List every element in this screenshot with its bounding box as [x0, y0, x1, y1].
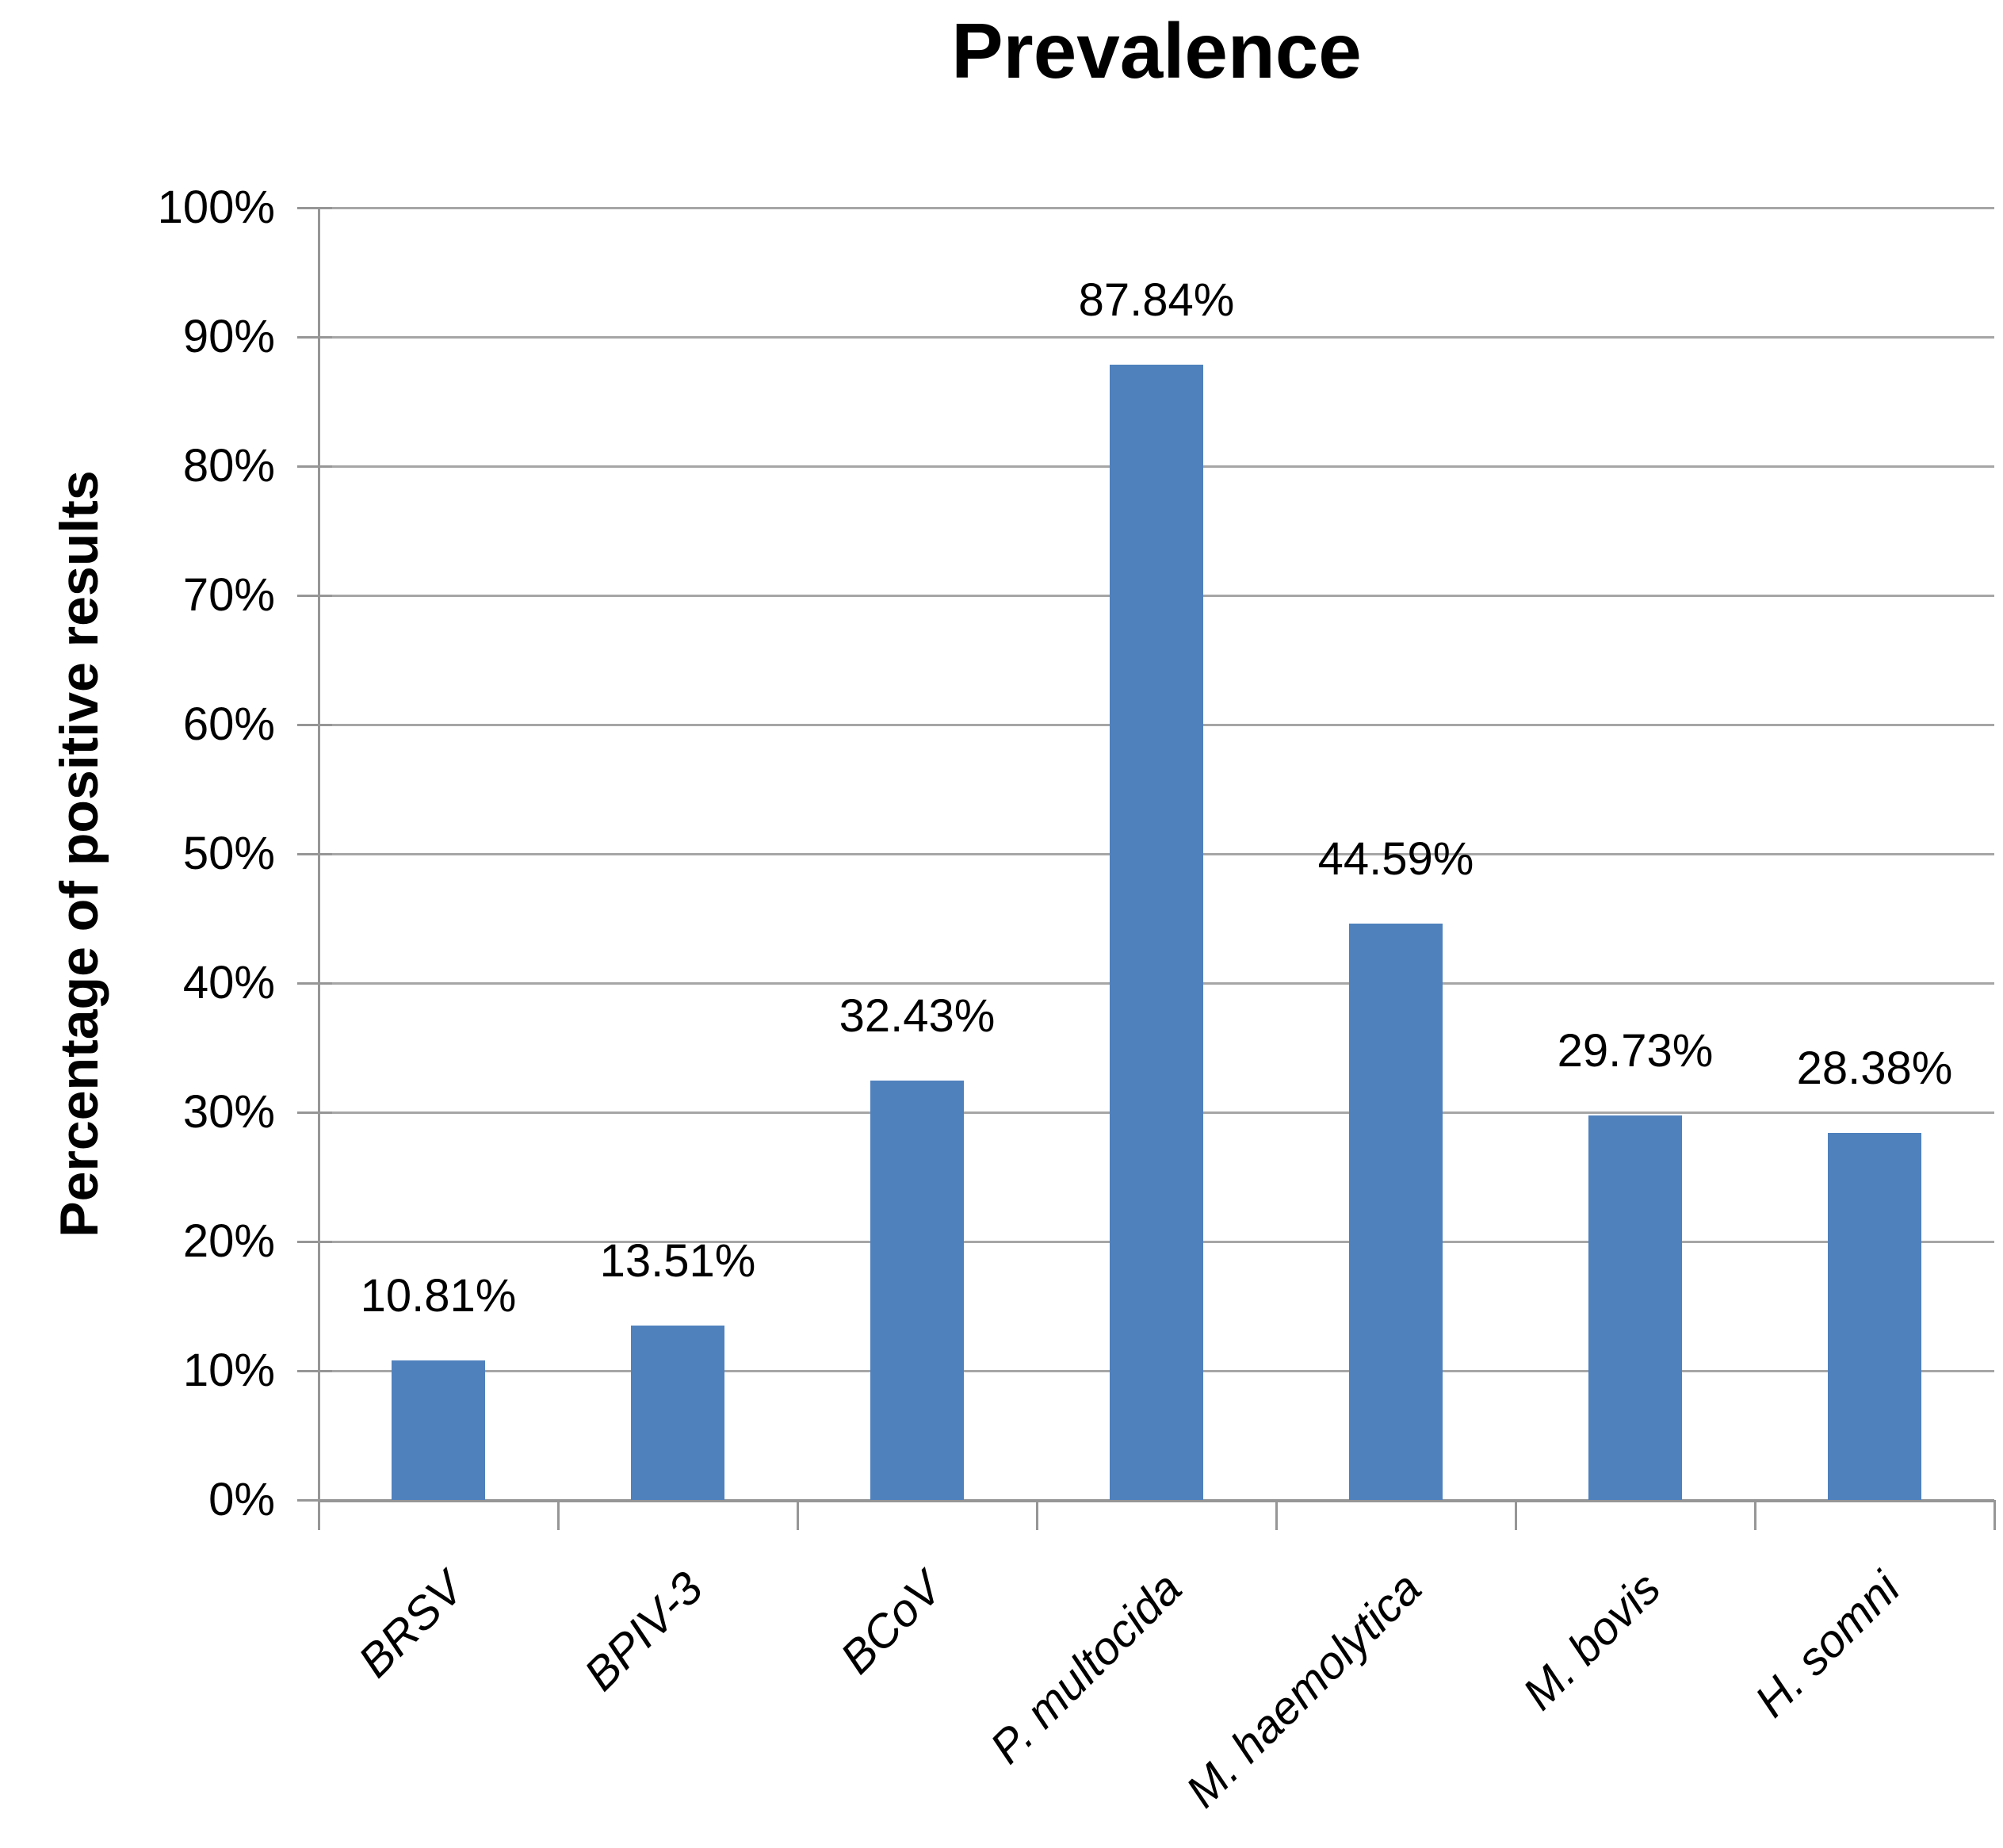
- y-axis-tick-label: 60%: [182, 698, 275, 750]
- x-axis-tickmark: [1036, 1500, 1038, 1530]
- y-axis-tickmark: [297, 1370, 332, 1372]
- bar-value-label: 29.73%: [1557, 1025, 1714, 1077]
- y-axis-tick-label: 70%: [182, 569, 275, 621]
- bar-value-label: 10.81%: [360, 1269, 517, 1322]
- y-axis-tickmark: [297, 207, 332, 209]
- bar-P-multocida: [1110, 365, 1203, 1500]
- y-axis-tick-label: 100%: [157, 182, 275, 233]
- gridline: [319, 207, 1994, 209]
- bar-M-bovis: [1588, 1115, 1682, 1500]
- y-axis-tick-label: 90%: [182, 311, 275, 362]
- bar-BCoV: [870, 1081, 964, 1500]
- x-axis-tickmark: [797, 1500, 799, 1530]
- bar-value-label: 44.59%: [1317, 833, 1474, 886]
- bar-value-label: 28.38%: [1796, 1043, 1953, 1095]
- bar-value-label: 87.84%: [1078, 274, 1235, 327]
- gridline: [319, 336, 1994, 339]
- y-axis-tickmark: [297, 1499, 332, 1502]
- y-axis-tick-label: 50%: [182, 828, 275, 879]
- x-axis-line: [319, 1499, 1994, 1502]
- y-axis-tickmark: [297, 336, 332, 339]
- x-axis-tickmark: [557, 1500, 560, 1530]
- x-axis-tickmark: [1515, 1500, 1517, 1530]
- category-label-M-haemolytica: M. haemolytica: [1175, 1562, 1432, 1818]
- y-axis-line: [318, 208, 320, 1519]
- y-axis-tick-label: 40%: [182, 957, 275, 1008]
- y-axis-tickmark: [297, 724, 332, 726]
- bar-BRSV: [392, 1360, 485, 1500]
- category-label-BCoV: BCoV: [831, 1562, 953, 1684]
- y-axis-tick-label: 10%: [182, 1345, 275, 1396]
- x-axis-tickmark: [1275, 1500, 1278, 1530]
- x-axis-tickmark: [1754, 1500, 1756, 1530]
- y-axis-tick-label: 0%: [208, 1474, 275, 1525]
- y-axis-tick-label: 80%: [182, 440, 275, 492]
- category-label-BRSV: BRSV: [348, 1562, 474, 1688]
- bar-value-label: 32.43%: [839, 990, 996, 1043]
- x-axis-tickmark: [1993, 1500, 1996, 1530]
- bar-BPIV-3: [631, 1325, 724, 1500]
- y-axis-tickmark: [297, 982, 332, 985]
- bar-H-somni: [1828, 1133, 1921, 1500]
- y-axis-tickmark: [297, 595, 332, 597]
- y-axis-tick-label: 30%: [182, 1086, 275, 1138]
- bar-value-label: 13.51%: [599, 1234, 756, 1287]
- x-axis-tickmark: [318, 1500, 320, 1530]
- category-label-H-somni: H. somni: [1745, 1562, 1910, 1727]
- category-label-BPIV-3: BPIV-3: [575, 1562, 713, 1701]
- chart-title: Prevalence: [951, 7, 1362, 94]
- category-label-M-bovis: M. bovis: [1512, 1562, 1671, 1720]
- y-axis-tickmark: [297, 465, 332, 468]
- y-axis-tick-label: 20%: [182, 1215, 275, 1267]
- y-axis-tickmark: [297, 1241, 332, 1243]
- y-axis-tickmark: [297, 1111, 332, 1114]
- y-axis-tickmark: [297, 853, 332, 855]
- bar-M-haemolytica: [1349, 924, 1443, 1500]
- category-label-P-multocida: P. multocida: [980, 1562, 1192, 1773]
